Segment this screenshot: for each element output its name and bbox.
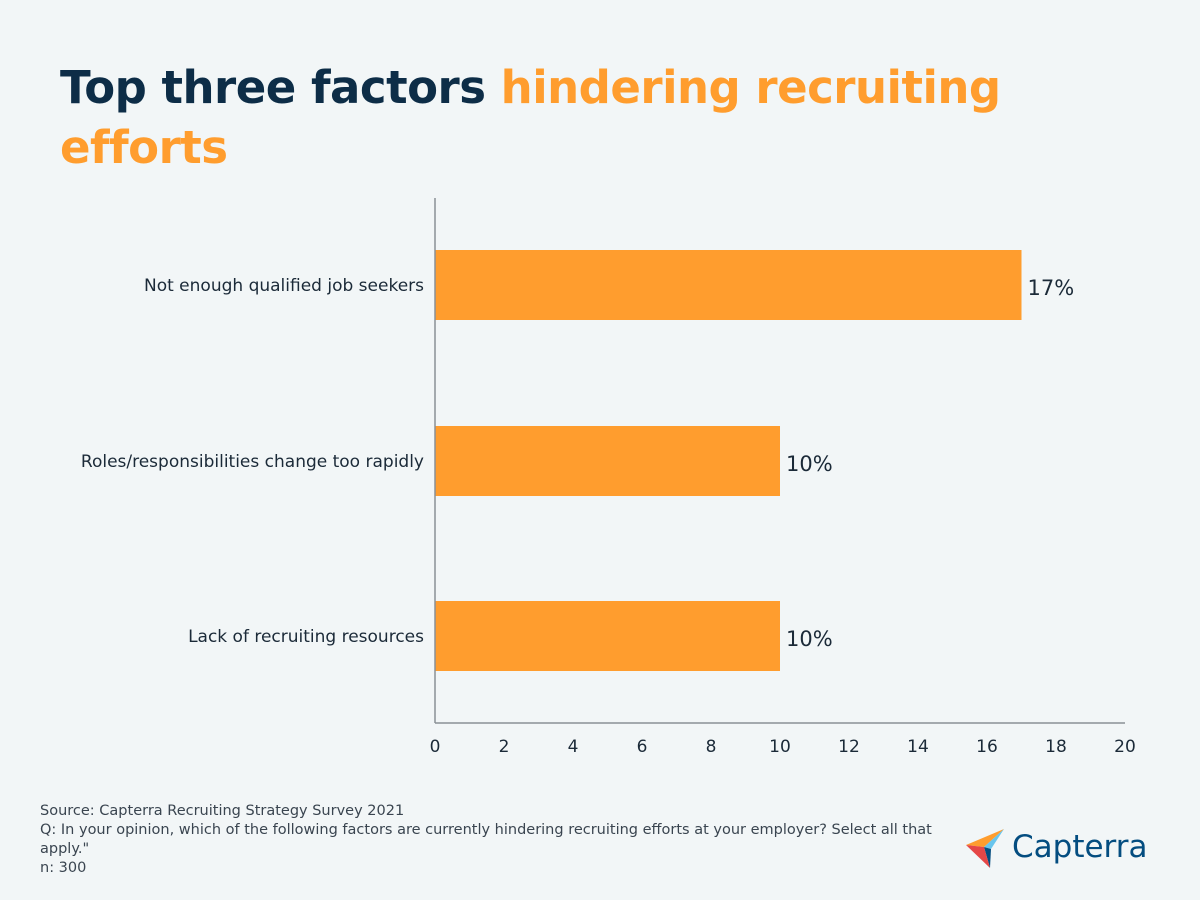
survey-question: Q: In your opinion, which of the followi… [40,822,932,857]
title-part-dark: Top three factors [60,61,486,114]
value-label: 10% [786,452,833,476]
capterra-logo-text: Capterra [1012,829,1148,865]
sample-size: n: 300 [40,860,87,876]
x-tick-label: 10 [769,737,791,757]
x-tick-label: 6 [637,737,648,757]
bar [435,601,780,671]
x-tick-label: 0 [430,737,441,757]
x-tick-label: 18 [1045,737,1067,757]
capterra-logo: Capterra [966,826,1148,868]
category-label: Lack of recruiting resources [188,627,424,647]
x-tick-label: 4 [568,737,579,757]
title-part-accent: hindering recruiting efforts [60,61,1001,174]
chart-footer: Source: Capterra Recruiting Strategy Sur… [40,802,940,878]
x-tick-label: 14 [907,737,929,757]
value-label: 17% [1028,276,1075,300]
x-tick-label: 16 [976,737,998,757]
x-tick-label: 20 [1114,737,1136,757]
bar [435,426,780,496]
category-label: Not enough qualified job seekers [144,276,424,296]
source-note: Source: Capterra Recruiting Strategy Sur… [40,803,405,819]
category-labels: Not enough qualified job seekers Roles/re… [81,276,424,647]
bars-group [435,250,1022,671]
category-label: Roles/responsibilities change too rapidl… [81,452,424,472]
capterra-arrow-icon [966,829,1004,868]
x-tick-label: 2 [499,737,510,757]
x-tick-label: 12 [838,737,860,757]
bar-chart: Not enough qualified job seekers Roles/re… [81,198,1136,757]
value-label: 10% [786,627,833,651]
value-labels: 17% 10% 10% [786,276,1074,651]
x-axis-ticks: 0 2 4 6 8 10 12 14 16 18 20 [430,737,1136,757]
chart-title: Top three factors hindering recruiting e… [60,58,1140,178]
x-tick-label: 8 [706,737,717,757]
bar [435,250,1022,320]
